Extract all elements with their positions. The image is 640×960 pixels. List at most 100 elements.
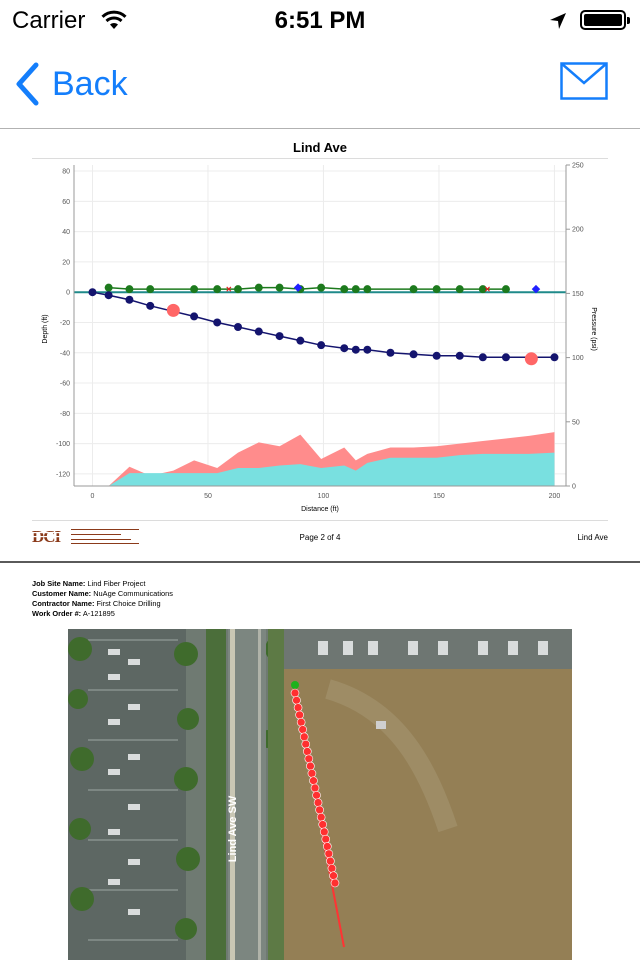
depth-point [104,291,113,300]
depth-point [296,336,305,345]
x-axis-label: Distance (ft) [301,506,339,513]
carrier-label: Carrier [12,7,86,34]
status-bar: Carrier 6:51 PM [0,0,640,40]
bore-point [316,812,326,822]
bore-point [306,761,315,771]
bore-point [301,739,311,749]
bore-point [290,688,300,698]
wifi-icon [101,10,127,29]
location-arrow-icon [550,13,566,29]
y-tick-label: 80 [62,169,70,176]
back-label: Back [52,64,128,103]
x-tick-label: 0 [91,493,95,500]
depth-point [125,295,134,304]
bore-point [324,849,334,859]
bore-point [315,805,324,815]
y-tick-label: 40 [62,229,70,236]
y2-tick-label: 250 [572,163,584,170]
pitch-point [317,283,326,292]
y2-axis-label: Pressure (psi) [590,307,597,351]
large-marker [524,352,538,366]
lot-cars [318,641,548,655]
work-order-row: Work Order #: A-121895 [32,609,115,618]
page-separator [0,561,640,563]
y2-tick-label: 150 [572,291,584,298]
bore-path-markers [290,681,340,888]
bore-point [295,710,304,720]
y-tick-label: 20 [62,259,70,266]
y2-tick-label: 50 [572,419,580,426]
y-tick-label: -120 [56,471,70,478]
title-divider [32,158,608,159]
depth-point [432,351,441,360]
back-button[interactable]: Back [14,62,128,106]
pitch-point [363,285,372,294]
bore-point [296,717,306,727]
pitch-point [455,285,464,294]
pitch-point [501,285,510,294]
pitch-point [478,285,487,294]
mail-icon[interactable] [560,62,608,100]
parking-rows [88,639,178,941]
depth-point [275,332,284,341]
blue-marker [293,283,303,292]
depth-point [146,301,155,310]
depth-point [550,353,559,362]
pitch-point [432,285,441,294]
pitch-point [125,285,134,294]
navigation-bar: Back [0,40,640,129]
bore-point [299,732,309,742]
depth-point [317,341,326,350]
pitch-point [146,285,155,294]
x-tick-label: 100 [318,493,330,500]
y-tick-label: -80 [60,411,70,418]
y-axis-label: Depth (ft) [42,314,49,343]
parked-cars [108,649,140,915]
y-tick-label: -40 [60,350,70,357]
depth-point [455,351,464,360]
x-marker: × [226,285,232,296]
bore-point [312,791,321,800]
bore-start-marker [291,681,299,689]
contractor-row: Contractor Name: First Choice Drilling [32,599,161,608]
bore-point [307,769,317,778]
satellite-image: Lind Ave SW [68,629,572,960]
bore-point [292,696,301,705]
pitch-point [409,285,418,294]
clock: 6:51 PM [274,7,366,34]
pitch-point [234,285,242,294]
bore-point [293,703,303,712]
bore-point [309,776,318,785]
y-tick-label: -60 [60,381,70,388]
y2-tick-label: 0 [572,484,576,491]
footer-site-name: Lind Ave [577,533,608,542]
bore-point [303,747,312,756]
depth-point [213,318,222,327]
pdf-document-view[interactable]: Lind Ave × × 80 60 40 20 0 -20 -40 -60 -80 -100 -12… [0,129,640,960]
depth-point [363,345,372,354]
pressure-low-area [108,452,555,486]
bore-point [326,856,335,866]
bore-point [318,820,327,829]
bore-point [298,725,307,734]
dci-logo: DCI [31,527,139,546]
x-tick-label: 50 [204,493,212,500]
trees [68,636,291,940]
bore-point [304,754,314,764]
page-number: Page 2 of 4 [299,533,341,542]
depth-point [351,345,360,354]
x-marker: × [485,285,491,296]
depth-point [409,350,418,359]
bore-point [319,827,329,837]
report-page: Lind Ave × × 80 60 40 20 0 -20 -40 -60 -80 -100 -12… [0,129,640,561]
depth-point [88,288,97,297]
pitch-line [108,286,506,290]
battery-icon [580,10,630,30]
footer-divider [32,520,608,521]
y-tick-label: -20 [60,320,70,327]
bore-point [321,834,331,844]
pitch-point [340,285,349,294]
series-markers: × × [88,283,559,366]
